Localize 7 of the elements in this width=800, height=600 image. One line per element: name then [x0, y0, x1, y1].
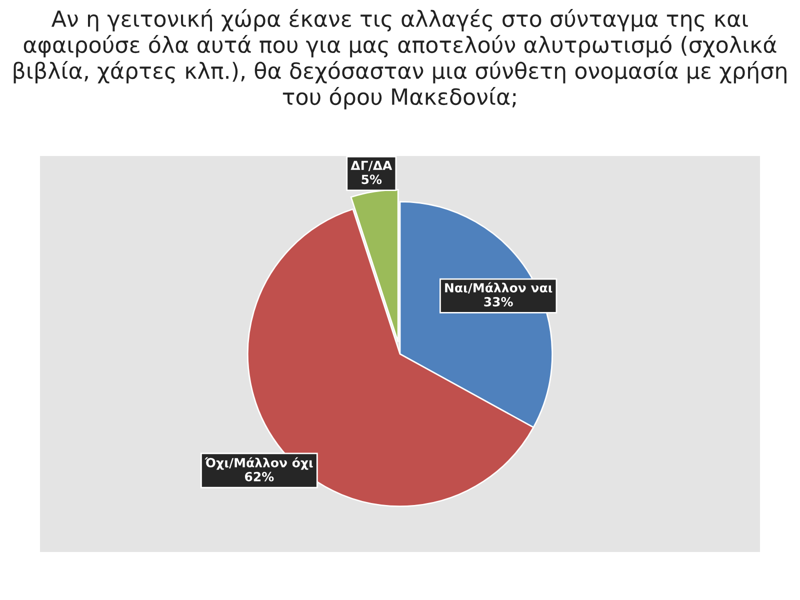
slice-label: ΔΓ/ΔΑ [350, 160, 392, 172]
slice-label: Όχι/Μάλλον όχι [204, 457, 313, 470]
data-label: 62% [244, 472, 274, 482]
data-label: 5% [362, 174, 382, 184]
data-label: 33% [484, 297, 513, 306]
slice-label: Ναι/Μάλλον ναι [445, 282, 552, 294]
chart-title: Αν η γειτονική χώρα έκανε τις αλλαγές στο σύνταγμα της και αφαιρούσε όλα αυτά που για μας αποτελούν αλυτρωτισμό (σχολικά βιβλία, χάρτες κλπ.), θα δεχόσασταν μια σύνθετη ονομασία με χρήση του όρου Μακεδονία; [14, 9, 786, 110]
